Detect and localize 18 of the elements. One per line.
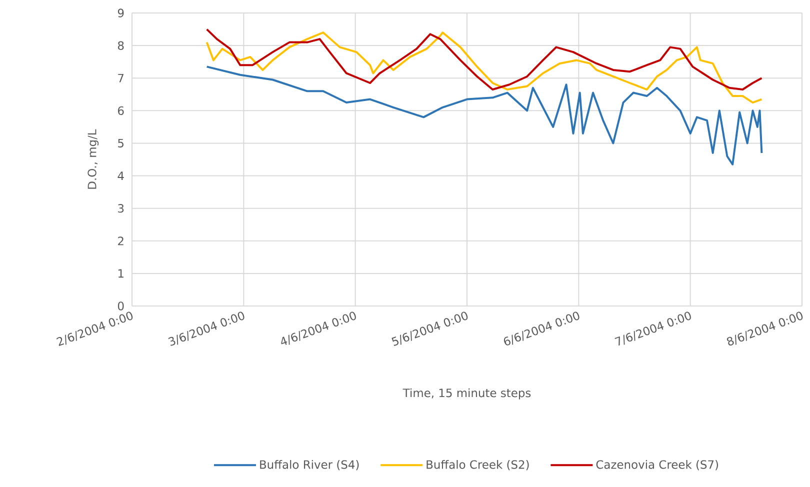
x-axis-title: Time, 15 minute steps: [402, 388, 531, 400]
y-tick-label: 2: [118, 236, 124, 246]
legend-label: Cazenovia Creek (S7): [596, 460, 718, 470]
y-tick-label: 4: [118, 172, 124, 180]
y-tick-label: 7: [118, 74, 124, 82]
y-axis-title: D.O., mg/L: [88, 129, 99, 189]
y-tick-label: 6: [118, 106, 124, 115]
y-tick-label: 9: [118, 8, 124, 18]
legend-label: Buffalo River (S4): [260, 460, 359, 470]
line-series: [206, 32, 763, 104]
line-series: [206, 28, 763, 91]
y-tick-label: 8: [118, 41, 124, 50]
y-tick-label: 0: [118, 302, 124, 310]
line-series: [206, 66, 763, 166]
y-tick-label: 1: [118, 269, 124, 278]
legend-label: Buffalo Creek (S2): [426, 460, 529, 470]
y-tick-label: 5: [118, 138, 124, 148]
y-tick-label: 3: [118, 204, 124, 213]
